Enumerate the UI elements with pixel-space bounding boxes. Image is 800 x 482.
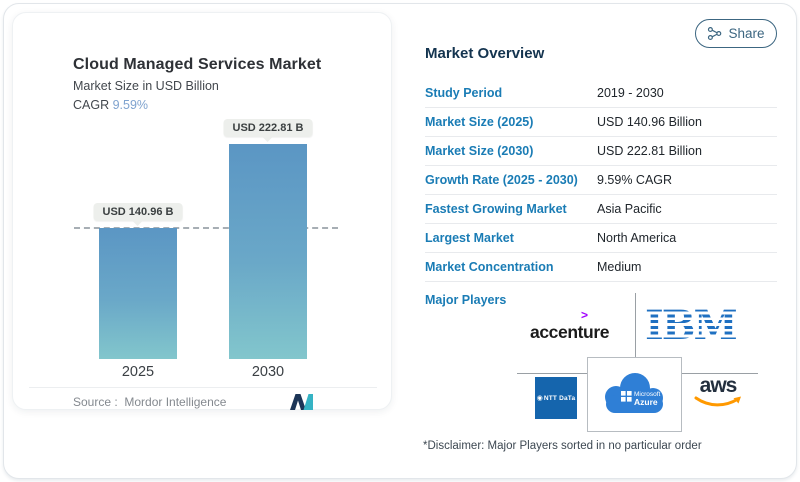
row-value: 9.59% CAGR [597, 173, 673, 187]
overview-row-study-period: Study Period 2019 - 2030 [425, 79, 777, 108]
aws-logo: aws [692, 375, 744, 414]
cagr-label: CAGR [73, 98, 113, 112]
cagr-value: 9.59% [112, 98, 149, 112]
row-label: Fastest Growing Market [425, 202, 567, 216]
bar-2030 [229, 144, 307, 359]
row-label: Market Size (2030) [425, 144, 534, 158]
row-value: 2019 - 2030 [597, 86, 664, 100]
overview-row-market-concentration: Market Concentration Medium [425, 253, 777, 282]
azure-cloud-icon: Microsoft Azure [604, 372, 663, 413]
x-axis-label-2025: 2025 [121, 364, 155, 380]
row-value: USD 140.96 Billion [597, 115, 702, 129]
players-vertical-divider [635, 293, 636, 373]
chart-cagr: CAGR 9.59% [73, 98, 148, 112]
share-icon [708, 27, 722, 41]
svg-text:Azure: Azure [634, 397, 658, 407]
row-value: USD 222.81 Billion [597, 144, 702, 158]
aws-smile-icon [694, 396, 741, 407]
row-label: Growth Rate (2025 - 2030) [425, 173, 578, 187]
share-button[interactable]: Share [695, 19, 777, 48]
row-value: Asia Pacific [597, 202, 662, 216]
chart-card: Cloud Managed Services Market Market Siz… [12, 12, 392, 410]
row-value: North America [597, 231, 677, 245]
x-axis-label-2030: 2030 [251, 364, 285, 380]
accenture-chevron-icon: > [581, 308, 589, 322]
source-label: Source : [73, 395, 118, 409]
row-label: Market Concentration [425, 260, 554, 274]
overview-row-market-size-2030: Market Size (2030) USD 222.81 Billion [425, 137, 777, 166]
svg-text:Microsoft: Microsoft [634, 391, 661, 398]
source-value: Mordor Intelligence [124, 395, 227, 409]
overview-row-growth-rate: Growth Rate (2025 - 2030) 9.59% CAGR [425, 166, 777, 195]
ibm-logo: IBM [645, 302, 738, 349]
mordor-intelligence-logo-icon [290, 394, 313, 410]
source-row: Source : Mordor Intelligence [73, 395, 226, 409]
row-value: Medium [597, 260, 642, 274]
overview-row-largest-market: Largest Market North America [425, 224, 777, 253]
card-divider [29, 387, 377, 388]
chart-subtitle: Market Size in USD Billion [73, 79, 219, 93]
bar-2025 [99, 228, 177, 359]
major-players-label: Major Players [425, 293, 507, 307]
overview-row-fastest-growing-market: Fastest Growing Market Asia Pacific [425, 195, 777, 224]
overview-row-market-size-2025: Market Size (2025) USD 140.96 Billion [425, 108, 777, 137]
row-label: Market Size (2025) [425, 115, 534, 129]
share-button-label: Share [728, 26, 765, 41]
reference-dashed-line [74, 227, 338, 229]
row-label: Largest Market [425, 231, 514, 245]
data-label-2025: USD 140.96 B [93, 203, 183, 221]
overview-title: Market Overview [425, 45, 545, 62]
overview-table: Study Period 2019 - 2030 Market Size (20… [425, 79, 777, 282]
ntt-globe-icon: ◉ [536, 394, 543, 402]
accenture-logo: accenture [530, 322, 610, 342]
ntt-data-logo: ◉ NTT DaTa [535, 377, 577, 419]
data-label-2030: USD 222.81 B [223, 119, 313, 137]
row-label: Study Period [425, 86, 503, 100]
disclaimer-text: *Disclaimer: Major Players sorted in no … [423, 440, 702, 452]
microsoft-azure-logo-card: Microsoft Azure [587, 357, 682, 432]
chart-title: Cloud Managed Services Market [73, 56, 322, 73]
